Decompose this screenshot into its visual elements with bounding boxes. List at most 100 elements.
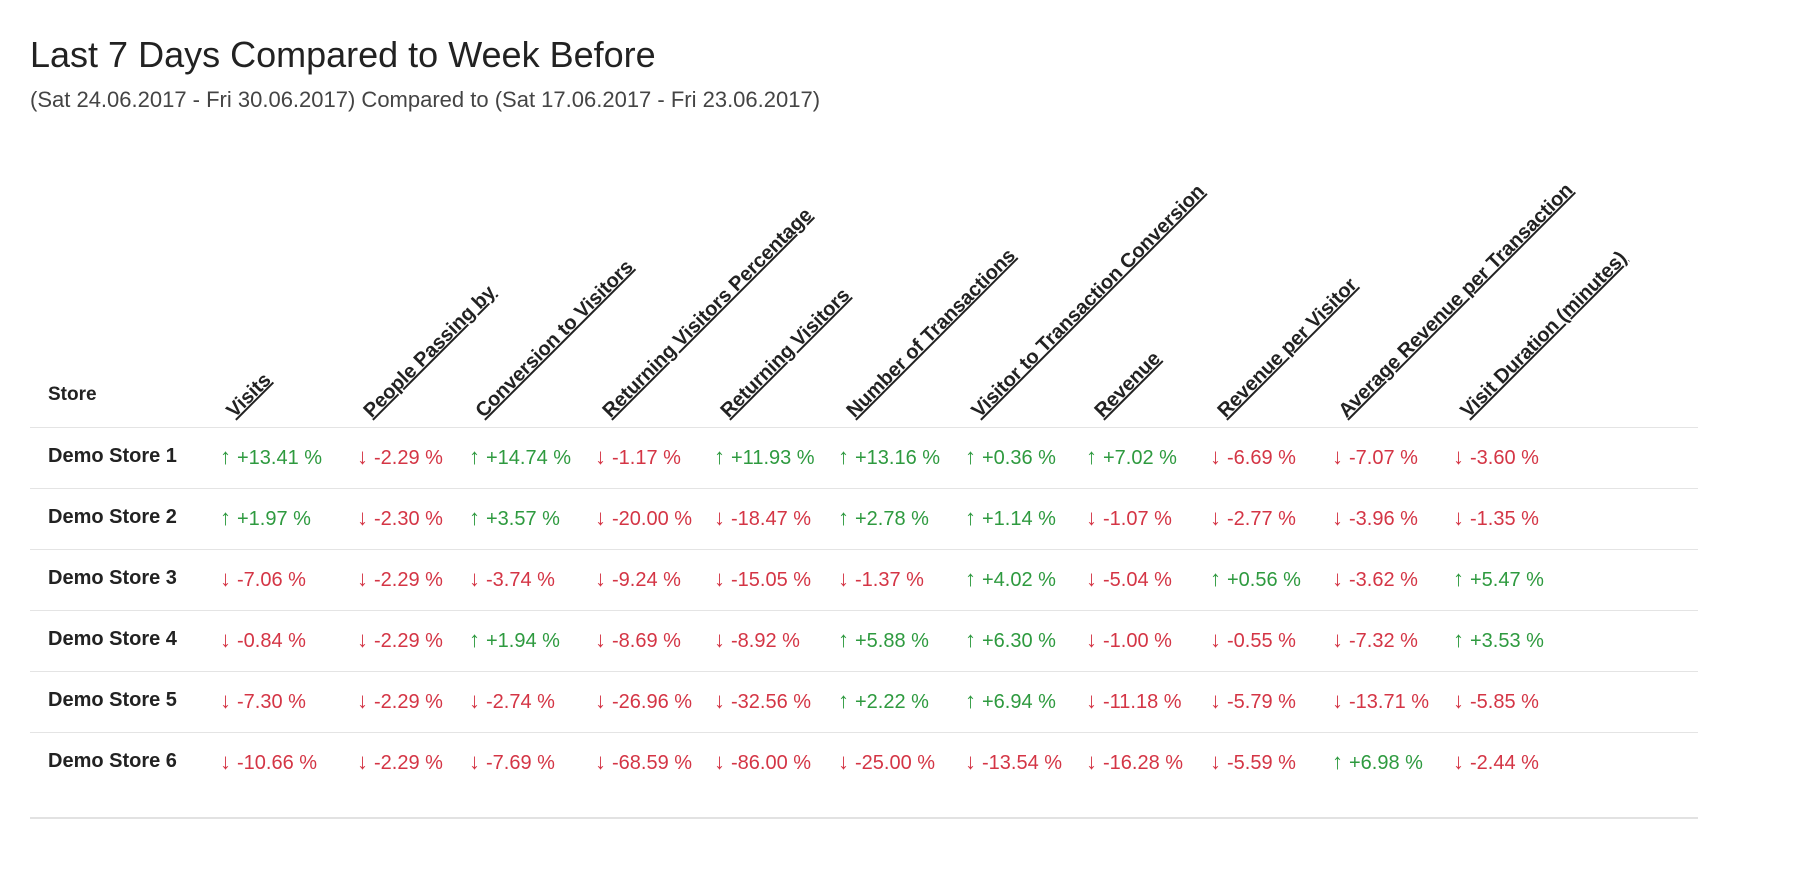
arrow-down-icon: ↓ — [714, 627, 725, 652]
arrow-up-icon: ↑ — [714, 444, 725, 469]
value-cell-visits: ↑ +1.97 % — [220, 505, 311, 531]
change-percent: -1.35 % — [1470, 508, 1539, 530]
change-percent: -1.37 % — [855, 569, 924, 591]
arrow-up-icon: ↑ — [1086, 444, 1097, 469]
arrow-up-icon: ↑ — [469, 444, 480, 469]
store-column-header: Store — [48, 384, 97, 405]
value-cell-visitor-to-transaction-conversion: ↓ -13.54 % — [965, 749, 1062, 775]
arrow-up-icon: ↑ — [965, 688, 976, 713]
column-header-average-revenue-per-transaction[interactable]: Average Revenue per Transaction — [1334, 179, 1578, 422]
change-percent: -6.69 % — [1227, 447, 1296, 469]
page-subtitle: (Sat 24.06.2017 - Fri 30.06.2017) Compar… — [30, 87, 821, 112]
arrow-up-icon: ↑ — [838, 505, 849, 530]
store-name-cell: Demo Store 2 — [48, 506, 177, 528]
change-percent: -18.47 % — [731, 508, 812, 530]
change-percent: -2.77 % — [1227, 508, 1296, 530]
change-percent: -2.29 % — [374, 447, 443, 469]
change-percent: -2.29 % — [374, 691, 443, 713]
arrow-down-icon: ↓ — [1210, 627, 1221, 652]
arrow-down-icon: ↓ — [1210, 688, 1221, 713]
change-percent: -3.62 % — [1349, 569, 1418, 591]
value-cell-returning-visitors: ↓ -8.92 % — [714, 627, 800, 653]
column-header-visitor-to-transaction-conversion[interactable]: Visitor to Transaction Conversion — [967, 180, 1210, 422]
arrow-down-icon: ↓ — [714, 505, 725, 530]
change-percent: -1.00 % — [1103, 630, 1172, 652]
arrow-down-icon: ↓ — [1086, 505, 1097, 530]
arrow-down-icon: ↓ — [1453, 505, 1464, 530]
change-percent: -2.29 % — [374, 569, 443, 591]
value-cell-revenue: ↓ -1.00 % — [1086, 627, 1172, 653]
value-cell-conversion-to-visitors: ↓ -3.74 % — [469, 566, 555, 592]
change-percent: +6.98 % — [1349, 752, 1423, 774]
value-cell-returning-visitors-percentage: ↓ -26.96 % — [595, 688, 692, 714]
change-percent: -7.32 % — [1349, 630, 1418, 652]
change-percent: -26.96 % — [612, 691, 693, 713]
column-header-visits[interactable]: Visits — [222, 368, 276, 422]
arrow-down-icon: ↓ — [838, 566, 849, 591]
value-cell-revenue-per-visitor: ↑ +0.56 % — [1210, 566, 1301, 592]
value-cell-returning-visitors-percentage: ↓ -8.69 % — [595, 627, 681, 653]
change-percent: -86.00 % — [731, 752, 812, 774]
arrow-down-icon: ↓ — [469, 749, 480, 774]
change-percent: -0.55 % — [1227, 630, 1296, 652]
value-cell-conversion-to-visitors: ↑ +1.94 % — [469, 627, 560, 653]
arrow-up-icon: ↑ — [965, 505, 976, 530]
arrow-down-icon: ↓ — [1453, 444, 1464, 469]
arrow-down-icon: ↓ — [357, 627, 368, 652]
change-percent: -1.17 % — [612, 447, 681, 469]
arrow-up-icon: ↑ — [220, 505, 231, 530]
store-name-cell: Demo Store 3 — [48, 567, 177, 589]
arrow-down-icon: ↓ — [1332, 444, 1343, 469]
column-header-returning-visitors-percentage[interactable]: Returning Visitors Percentage — [598, 203, 817, 422]
value-cell-returning-visitors-percentage: ↓ -20.00 % — [595, 505, 692, 531]
change-percent: -5.85 % — [1470, 691, 1539, 713]
value-cell-visit-duration-minutes: ↓ -3.60 % — [1453, 444, 1539, 470]
change-percent: -5.59 % — [1227, 752, 1296, 774]
change-percent: -2.74 % — [486, 691, 555, 713]
change-percent: +3.53 % — [1470, 630, 1544, 652]
value-cell-returning-visitors: ↓ -86.00 % — [714, 749, 811, 775]
value-cell-people-passing-by: ↓ -2.29 % — [357, 749, 443, 775]
change-percent: -32.56 % — [731, 691, 812, 713]
value-cell-revenue-per-visitor: ↓ -6.69 % — [1210, 444, 1296, 470]
change-percent: -13.54 % — [982, 752, 1063, 774]
arrow-down-icon: ↓ — [357, 688, 368, 713]
value-cell-visitor-to-transaction-conversion: ↑ +6.94 % — [965, 688, 1056, 714]
arrow-up-icon: ↑ — [838, 444, 849, 469]
change-percent: +0.36 % — [982, 447, 1056, 469]
arrow-down-icon: ↓ — [1086, 688, 1097, 713]
column-header-revenue[interactable]: Revenue — [1090, 347, 1165, 422]
arrow-up-icon: ↑ — [838, 688, 849, 713]
change-percent: -16.28 % — [1103, 752, 1184, 774]
change-percent: -7.06 % — [237, 569, 306, 591]
value-cell-average-revenue-per-transaction: ↑ +6.98 % — [1332, 749, 1423, 775]
value-cell-average-revenue-per-transaction: ↓ -3.96 % — [1332, 505, 1418, 531]
arrow-down-icon: ↓ — [220, 566, 231, 591]
value-cell-revenue-per-visitor: ↓ -5.59 % — [1210, 749, 1296, 775]
change-percent: +0.56 % — [1227, 569, 1301, 591]
value-cell-number-of-transactions: ↓ -25.00 % — [838, 749, 935, 775]
arrow-up-icon: ↑ — [965, 444, 976, 469]
table-row: Demo Store 3 ↓ -7.06 % ↓ -2.29 % ↓ -3.74 % ↓ -9.… — [30, 549, 1698, 611]
column-header-returning-visitors[interactable]: Returning Visitors — [716, 284, 855, 422]
value-cell-number-of-transactions: ↑ +13.16 % — [838, 444, 940, 470]
change-percent: -1.07 % — [1103, 508, 1172, 530]
arrow-up-icon: ↑ — [220, 444, 231, 469]
change-percent: -0.84 % — [237, 630, 306, 652]
value-cell-number-of-transactions: ↑ +5.88 % — [838, 627, 929, 653]
change-percent: +11.93 % — [731, 447, 815, 469]
value-cell-conversion-to-visitors: ↓ -2.74 % — [469, 688, 555, 714]
value-cell-people-passing-by: ↓ -2.29 % — [357, 627, 443, 653]
value-cell-visits: ↓ -7.30 % — [220, 688, 306, 714]
change-percent: -15.05 % — [731, 569, 812, 591]
change-percent: +6.30 % — [982, 630, 1056, 652]
store-name-cell: Demo Store 5 — [48, 689, 177, 711]
value-cell-revenue-per-visitor: ↓ -5.79 % — [1210, 688, 1296, 714]
change-percent: -7.69 % — [486, 752, 555, 774]
change-percent: -11.18 % — [1103, 691, 1182, 713]
arrow-down-icon: ↓ — [714, 566, 725, 591]
arrow-down-icon: ↓ — [220, 749, 231, 774]
arrow-down-icon: ↓ — [595, 505, 606, 530]
table-row: Demo Store 6 ↓ -10.66 % ↓ -2.29 % ↓ -7.69 % ↓ -6… — [30, 732, 1698, 794]
arrow-down-icon: ↓ — [1210, 444, 1221, 469]
